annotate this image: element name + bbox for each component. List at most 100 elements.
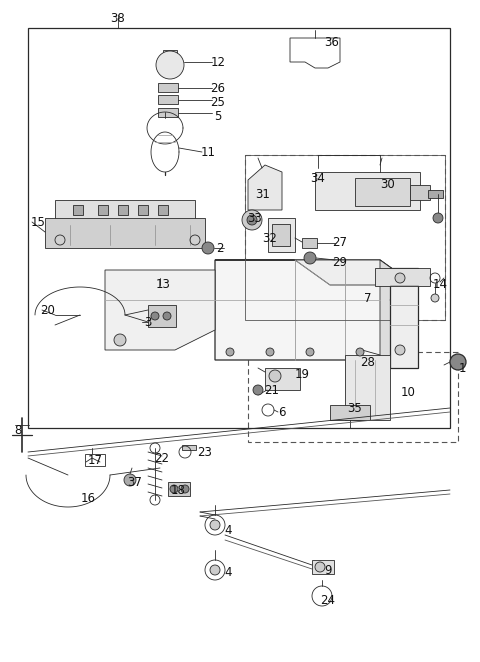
Text: 36: 36 <box>324 36 339 48</box>
Text: 9: 9 <box>324 563 332 577</box>
Bar <box>138 205 148 215</box>
Text: 35: 35 <box>348 401 362 414</box>
Text: 29: 29 <box>333 256 348 269</box>
Circle shape <box>395 345 405 355</box>
Polygon shape <box>315 172 420 210</box>
Text: 25: 25 <box>211 95 226 109</box>
Text: 13: 13 <box>156 279 170 291</box>
Polygon shape <box>105 270 215 350</box>
Text: 2: 2 <box>216 242 224 254</box>
Bar <box>302 238 317 248</box>
Circle shape <box>269 370 281 382</box>
Circle shape <box>181 485 189 493</box>
Circle shape <box>242 210 262 230</box>
Text: 30: 30 <box>381 179 396 191</box>
Circle shape <box>315 562 325 572</box>
Bar <box>355 178 410 206</box>
Circle shape <box>163 312 171 320</box>
Circle shape <box>395 273 405 283</box>
Text: 32: 32 <box>263 232 277 244</box>
Text: 38: 38 <box>110 11 125 24</box>
Circle shape <box>450 354 466 370</box>
Text: 23: 23 <box>198 446 213 459</box>
Polygon shape <box>45 218 205 248</box>
Bar <box>158 83 178 92</box>
Text: 24: 24 <box>321 594 336 606</box>
Polygon shape <box>215 260 415 285</box>
Text: 4: 4 <box>224 524 232 536</box>
Circle shape <box>210 565 220 575</box>
Text: 12: 12 <box>211 56 226 68</box>
Bar <box>158 108 178 117</box>
Bar <box>248 352 458 442</box>
Bar <box>245 155 445 320</box>
Text: 26: 26 <box>211 81 226 95</box>
Text: 4: 4 <box>224 565 232 579</box>
Bar <box>98 205 108 215</box>
Polygon shape <box>268 218 295 252</box>
Text: 3: 3 <box>144 316 152 328</box>
Text: 20: 20 <box>41 303 55 316</box>
Text: 28: 28 <box>360 355 375 369</box>
Circle shape <box>226 348 234 356</box>
Text: 21: 21 <box>264 383 279 397</box>
Polygon shape <box>248 165 282 210</box>
Text: 16: 16 <box>81 491 96 504</box>
Polygon shape <box>215 260 415 360</box>
Circle shape <box>253 385 263 395</box>
Circle shape <box>210 520 220 530</box>
Bar <box>118 205 128 215</box>
Circle shape <box>266 348 274 356</box>
Text: 34: 34 <box>311 171 325 185</box>
Text: 10: 10 <box>401 385 415 399</box>
Bar <box>73 205 83 215</box>
Text: 7: 7 <box>364 291 372 305</box>
Bar <box>163 50 177 60</box>
Text: 18: 18 <box>170 483 185 496</box>
Circle shape <box>170 485 178 493</box>
Text: 15: 15 <box>31 216 46 228</box>
Text: 8: 8 <box>14 424 22 436</box>
Circle shape <box>124 474 136 486</box>
Polygon shape <box>380 260 415 360</box>
Polygon shape <box>55 200 195 220</box>
Circle shape <box>156 51 184 79</box>
Circle shape <box>114 334 126 346</box>
Polygon shape <box>345 355 390 420</box>
Text: 37: 37 <box>128 475 143 489</box>
Text: 17: 17 <box>87 453 103 467</box>
Circle shape <box>304 252 316 264</box>
Bar <box>28 28 450 428</box>
Polygon shape <box>410 185 430 200</box>
Bar <box>312 560 334 574</box>
Text: 11: 11 <box>201 146 216 158</box>
Bar <box>375 268 430 286</box>
Text: 14: 14 <box>432 279 447 291</box>
Text: 19: 19 <box>295 369 310 381</box>
Circle shape <box>431 294 439 302</box>
Bar <box>272 224 290 246</box>
Text: 22: 22 <box>155 451 169 465</box>
Text: 5: 5 <box>214 109 222 122</box>
Bar <box>245 155 445 320</box>
Bar <box>265 368 300 390</box>
Bar <box>428 190 443 198</box>
Bar <box>158 95 178 104</box>
Circle shape <box>247 215 257 225</box>
Circle shape <box>356 348 364 356</box>
Bar <box>148 305 176 327</box>
Circle shape <box>151 312 159 320</box>
Bar <box>330 405 370 420</box>
Text: 31: 31 <box>255 189 270 201</box>
Text: 27: 27 <box>333 236 348 248</box>
Bar <box>182 445 196 450</box>
Circle shape <box>433 213 443 223</box>
Circle shape <box>306 348 314 356</box>
Bar <box>390 268 418 368</box>
Bar <box>85 454 105 466</box>
Text: 33: 33 <box>248 211 263 224</box>
Text: 6: 6 <box>278 406 286 418</box>
Bar <box>158 205 168 215</box>
Text: 1: 1 <box>458 361 466 375</box>
Circle shape <box>202 242 214 254</box>
